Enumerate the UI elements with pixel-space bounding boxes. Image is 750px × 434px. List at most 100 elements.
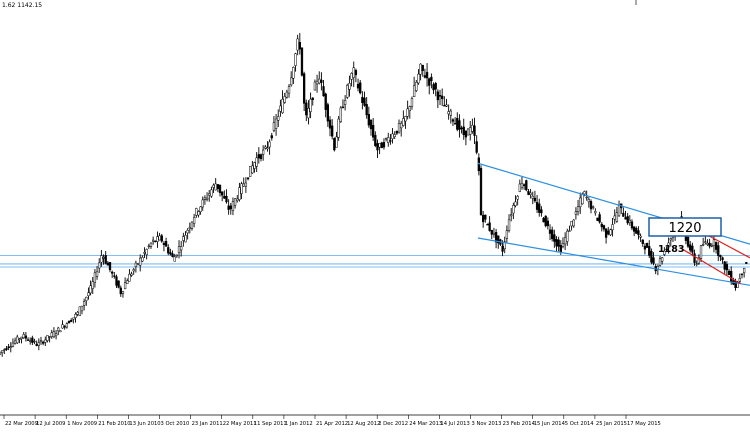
candle <box>482 211 485 228</box>
candle-body <box>20 336 23 339</box>
candle-body <box>587 199 590 203</box>
candle <box>421 64 424 77</box>
candle <box>156 231 159 248</box>
candle-body <box>195 208 198 216</box>
candle-body <box>594 211 597 214</box>
candle <box>136 262 140 266</box>
candle-body <box>212 184 215 188</box>
candle <box>494 228 498 249</box>
candle <box>143 247 146 259</box>
candle <box>126 278 129 284</box>
candle-body <box>167 247 170 254</box>
candle <box>16 334 19 345</box>
level-1220-label: 1220 <box>668 221 701 236</box>
candle <box>479 165 483 216</box>
candle-body <box>566 230 569 242</box>
candle <box>244 177 248 193</box>
candle-body <box>648 246 651 256</box>
candle-body <box>592 206 595 208</box>
candle-body <box>572 219 575 227</box>
x-tick-label: 22 Mar 2009 <box>5 421 38 427</box>
candle-body <box>447 111 450 115</box>
candle-body <box>128 273 131 282</box>
candle-body <box>410 98 414 107</box>
candle <box>710 243 713 248</box>
candle <box>333 137 336 152</box>
candle <box>78 306 81 316</box>
candle <box>147 243 150 249</box>
candle-body <box>490 229 493 235</box>
candle-body <box>369 119 373 130</box>
candle <box>348 75 351 97</box>
candle <box>229 202 232 215</box>
candle <box>20 336 23 344</box>
candle-body <box>115 276 118 286</box>
candle <box>255 152 258 173</box>
candle <box>236 195 239 203</box>
candle <box>221 191 224 202</box>
candle-body <box>272 122 276 131</box>
candle-body <box>160 235 163 242</box>
candle-body <box>348 83 351 90</box>
candle <box>290 71 293 87</box>
candle <box>184 231 187 243</box>
candle <box>611 217 614 237</box>
candle-body <box>186 229 189 234</box>
candle <box>628 215 631 226</box>
candle-body <box>251 165 254 174</box>
candle <box>102 254 105 265</box>
candle <box>449 108 452 124</box>
candle-body <box>570 221 573 227</box>
candle-body <box>667 242 670 248</box>
candle <box>667 237 670 254</box>
candle-body <box>378 142 381 148</box>
candle <box>363 91 366 107</box>
candle-body <box>143 252 146 254</box>
candle-body <box>149 242 153 247</box>
candle <box>180 240 183 257</box>
candle-body <box>576 206 580 212</box>
candle-body <box>39 340 43 342</box>
candle <box>72 317 75 324</box>
candle <box>518 179 521 193</box>
candle <box>693 249 696 266</box>
candle <box>637 226 640 240</box>
candle-body <box>484 214 487 220</box>
candle <box>505 225 509 244</box>
candle <box>522 183 526 190</box>
candle <box>61 320 64 329</box>
candle <box>587 197 590 208</box>
x-tick-label: 22 May 2011 <box>223 421 257 427</box>
candle <box>419 63 422 81</box>
candle <box>318 71 321 85</box>
candle <box>175 254 179 258</box>
candle <box>458 114 461 138</box>
x-tick-label: 21 Feb 2010 <box>98 421 130 427</box>
candle-body <box>704 241 707 243</box>
candle <box>361 91 364 110</box>
candle-body <box>221 191 224 196</box>
candle-body <box>482 214 485 223</box>
candle-body <box>391 133 394 140</box>
candle <box>214 178 217 191</box>
candle <box>641 239 644 247</box>
candle-body <box>438 95 442 97</box>
candle-body <box>61 324 64 329</box>
candle-body <box>706 243 709 245</box>
candle-body <box>48 336 51 338</box>
candle <box>551 226 554 242</box>
candle <box>354 68 358 83</box>
candle-body <box>710 245 713 247</box>
candle <box>367 106 370 128</box>
candle-body <box>151 239 155 242</box>
candle-body <box>400 122 403 129</box>
candle-body <box>596 217 599 221</box>
candle <box>141 255 144 263</box>
candle <box>376 139 379 159</box>
candle <box>296 34 299 56</box>
candle <box>645 242 649 248</box>
candle <box>535 195 539 214</box>
candle-body <box>626 216 629 224</box>
candle <box>115 274 118 288</box>
